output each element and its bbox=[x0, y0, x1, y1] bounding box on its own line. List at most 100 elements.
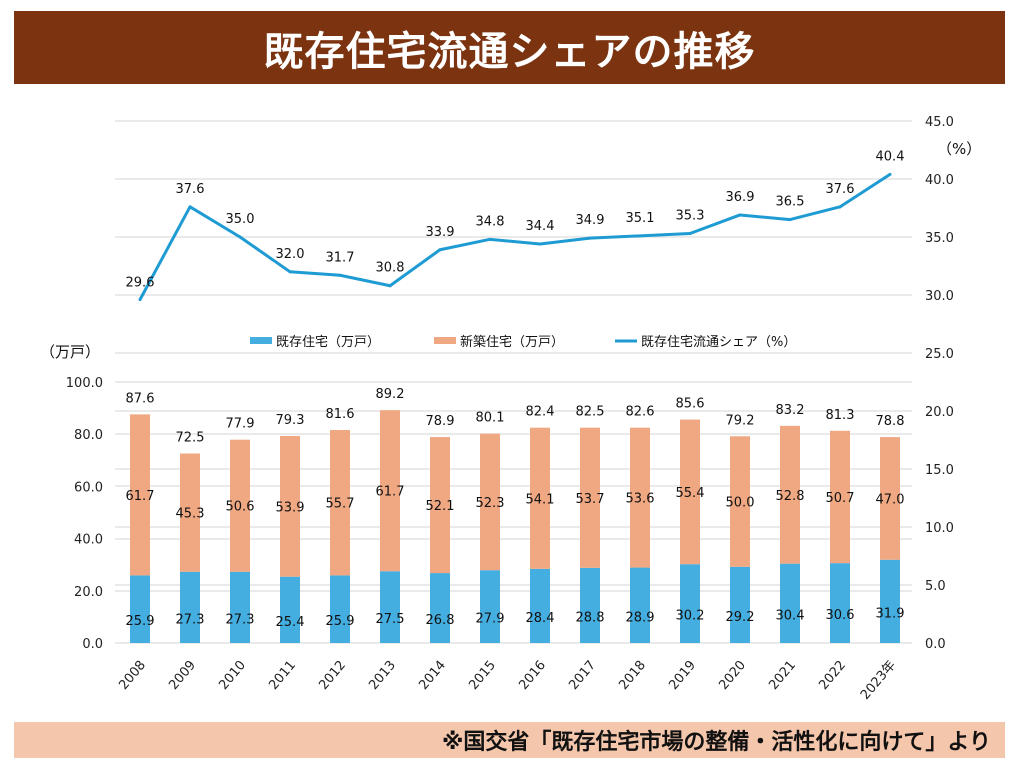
label-new-housing: 52.8 bbox=[776, 489, 805, 504]
label-total: 78.8 bbox=[876, 414, 905, 429]
label-existing-housing: 30.2 bbox=[676, 609, 705, 624]
left-axis-tick: 80.0 bbox=[74, 428, 103, 443]
right-axis-tick: 35.0 bbox=[925, 231, 954, 246]
bar-new-housing bbox=[180, 453, 200, 572]
share-point bbox=[188, 205, 192, 209]
left-axis-tick: 60.0 bbox=[74, 480, 103, 495]
bar-new-housing bbox=[130, 414, 150, 576]
label-new-housing: 54.1 bbox=[526, 492, 555, 507]
bar-new-housing bbox=[680, 419, 700, 565]
share-point bbox=[438, 248, 442, 252]
bar-existing-housing bbox=[330, 575, 350, 643]
label-new-housing: 45.3 bbox=[176, 507, 205, 522]
bar-new-housing bbox=[330, 430, 350, 576]
bar-existing-housing bbox=[380, 571, 400, 643]
label-new-housing: 55.7 bbox=[326, 497, 355, 512]
bar-existing-housing bbox=[230, 571, 250, 643]
label-total: 85.6 bbox=[676, 397, 705, 412]
legend-swatch bbox=[250, 337, 272, 344]
bar-existing-housing bbox=[180, 571, 200, 643]
bar-existing-housing bbox=[430, 573, 450, 643]
share-point bbox=[838, 205, 842, 209]
label-share: 34.8 bbox=[476, 214, 505, 229]
label-new-housing: 50.6 bbox=[226, 500, 255, 515]
share-line bbox=[138, 173, 891, 301]
share-point bbox=[588, 236, 592, 240]
title-banner: 既存住宅流通シェアの推移 bbox=[14, 11, 1005, 84]
label-total: 72.5 bbox=[176, 431, 205, 446]
label-existing-housing: 26.8 bbox=[426, 613, 455, 628]
share-point bbox=[888, 172, 892, 176]
label-existing-housing: 29.2 bbox=[726, 610, 755, 625]
label-total: 89.2 bbox=[376, 387, 405, 402]
label-total: 82.5 bbox=[576, 405, 605, 420]
label-existing-housing: 25.9 bbox=[126, 614, 155, 629]
bar-existing-housing bbox=[130, 575, 150, 643]
label-share: 40.4 bbox=[876, 149, 905, 164]
page-title: 既存住宅流通シェアの推移 bbox=[263, 28, 756, 75]
label-new-housing: 50.7 bbox=[826, 491, 855, 506]
share-point bbox=[338, 273, 342, 277]
label-new-housing: 52.1 bbox=[426, 499, 455, 514]
share-point bbox=[738, 213, 742, 217]
x-axis-tick: 2021 bbox=[766, 658, 799, 693]
right-axis-tick: 0.0 bbox=[925, 637, 946, 652]
left-axis-tick: 100.0 bbox=[66, 376, 103, 391]
label-total: 77.9 bbox=[226, 417, 255, 432]
label-new-housing: 61.7 bbox=[126, 489, 155, 504]
legend-label: 新築住宅（万戸） bbox=[460, 334, 564, 350]
label-share: 37.6 bbox=[176, 182, 205, 197]
label-share: 35.3 bbox=[676, 209, 705, 224]
label-existing-housing: 28.9 bbox=[626, 610, 655, 625]
label-total: 79.3 bbox=[276, 413, 305, 428]
bar-new-housing bbox=[380, 410, 400, 572]
x-axis-tick: 2013 bbox=[366, 658, 399, 693]
label-existing-housing: 27.3 bbox=[176, 612, 205, 627]
bar-new-housing bbox=[880, 437, 900, 560]
x-axis-tick: 2018 bbox=[616, 658, 649, 693]
label-share: 30.8 bbox=[376, 261, 405, 276]
share-point bbox=[388, 284, 392, 288]
source-note: ※国交省「既存住宅市場の整備・活性化に向けて」より bbox=[442, 730, 991, 755]
bar-existing-housing bbox=[880, 559, 900, 643]
bar-existing-housing bbox=[530, 568, 550, 643]
bar-new-housing bbox=[430, 437, 450, 574]
x-axis-tick: 2009 bbox=[166, 658, 199, 693]
left-axis-tick: 20.0 bbox=[74, 585, 103, 600]
label-share: 34.9 bbox=[576, 213, 605, 228]
label-share: 35.0 bbox=[226, 212, 255, 227]
share-point bbox=[538, 242, 542, 246]
x-axis-tick: 2012 bbox=[316, 658, 349, 693]
label-share: 37.6 bbox=[826, 182, 855, 197]
label-new-housing: 61.7 bbox=[376, 485, 405, 500]
right-axis-unit: （%） bbox=[937, 140, 981, 158]
legend-swatch bbox=[434, 337, 456, 344]
label-new-housing: 53.7 bbox=[576, 492, 605, 507]
label-total: 82.6 bbox=[626, 405, 655, 420]
x-axis-tick: 2011 bbox=[266, 658, 299, 693]
legend-label: 既存住宅（万戸） bbox=[276, 335, 380, 350]
bar-new-housing bbox=[630, 427, 650, 568]
label-share: 36.9 bbox=[726, 190, 755, 205]
right-axis-tick: 5.0 bbox=[925, 579, 946, 594]
share-point bbox=[288, 270, 292, 274]
label-existing-housing: 31.9 bbox=[876, 606, 905, 621]
share-point bbox=[688, 232, 692, 236]
label-existing-housing: 27.3 bbox=[226, 612, 255, 627]
x-axis-tick: 2022 bbox=[816, 658, 849, 693]
bar-existing-housing bbox=[680, 564, 700, 643]
label-total: 81.6 bbox=[326, 407, 355, 422]
x-axis-tick: 2023年 bbox=[858, 658, 899, 703]
x-axis-tick: 2015 bbox=[466, 658, 499, 693]
bar-new-housing bbox=[230, 439, 250, 572]
right-axis-tick: 30.0 bbox=[925, 289, 954, 304]
x-axis-tick: 2020 bbox=[716, 658, 749, 693]
label-share: 36.5 bbox=[776, 195, 805, 210]
bar-existing-housing bbox=[580, 567, 600, 643]
x-axis-tick: 2019 bbox=[666, 658, 699, 693]
share-line-group bbox=[138, 172, 892, 302]
label-existing-housing: 30.6 bbox=[826, 608, 855, 623]
label-new-housing: 50.0 bbox=[726, 496, 755, 511]
label-existing-housing: 30.4 bbox=[776, 608, 805, 623]
